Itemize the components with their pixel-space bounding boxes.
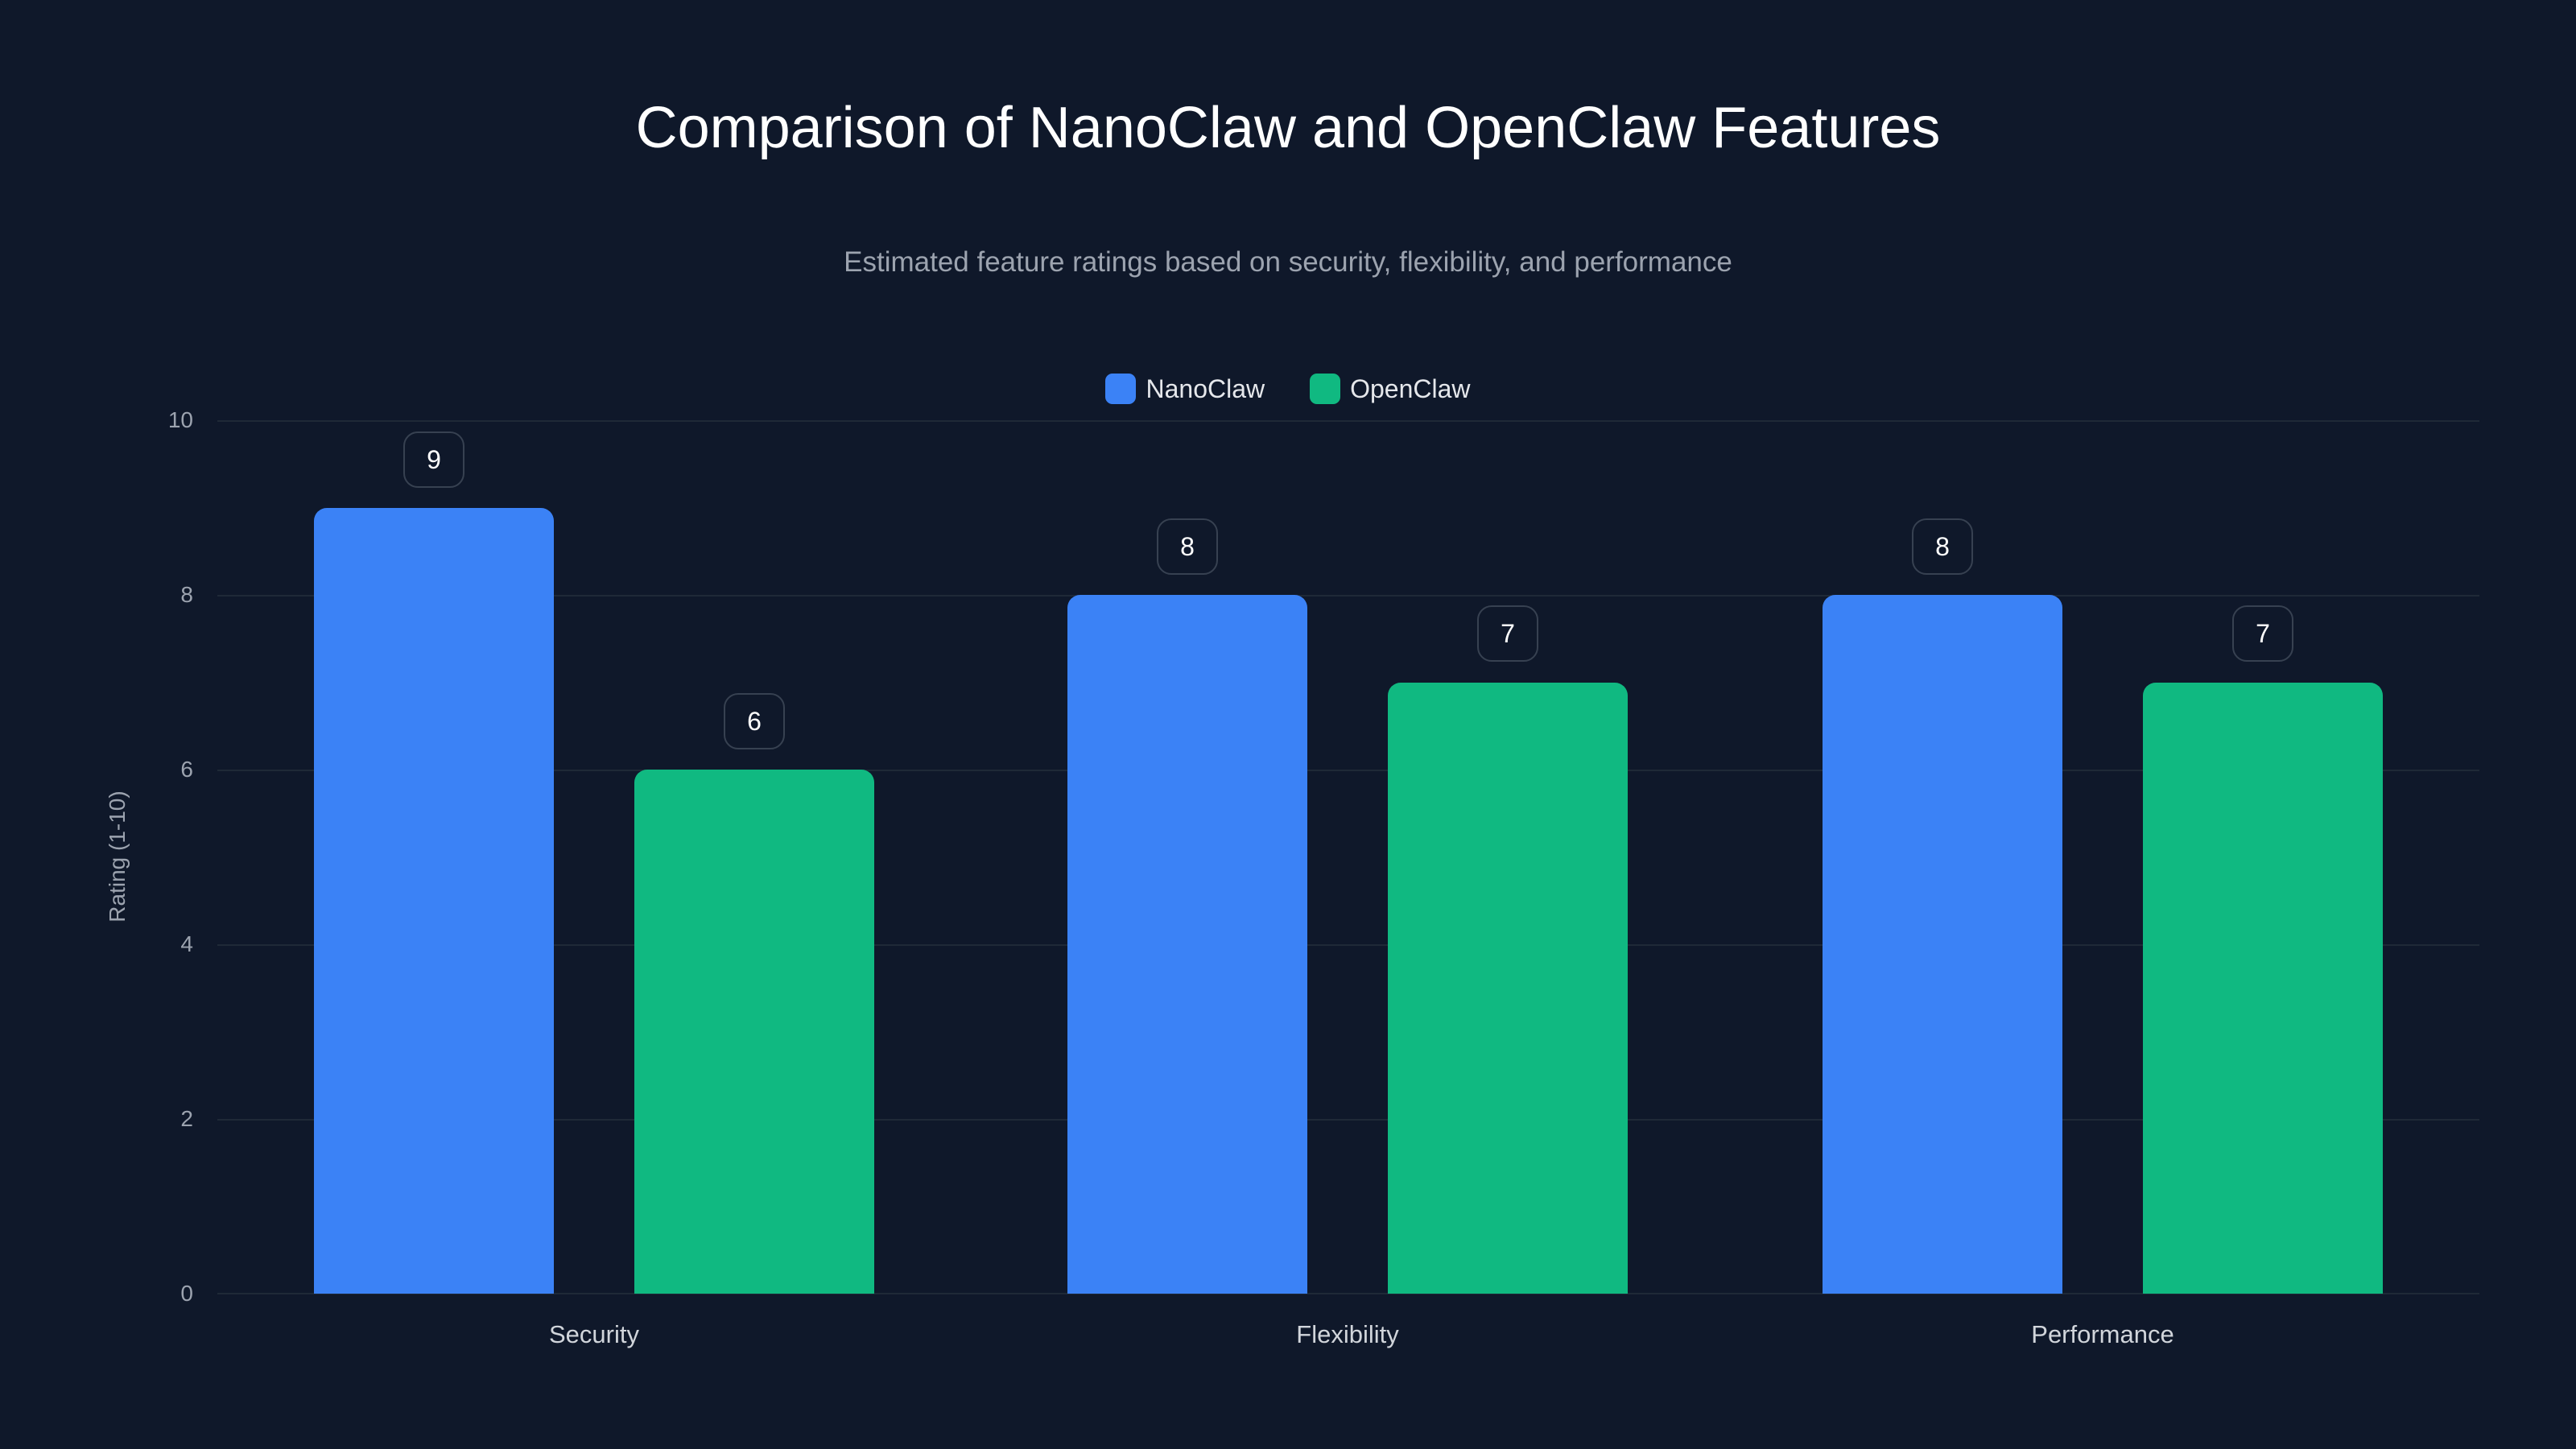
x-tick-flexibility: Flexibility [1296, 1320, 1399, 1348]
y-tick: 10 [167, 407, 193, 432]
y-tick: 6 [180, 757, 193, 782]
value-label-security-openclaw: 6 [724, 693, 785, 749]
value-label-flexibility-openclaw: 7 [1477, 605, 1538, 662]
chart-legend: NanoClaw OpenClaw [0, 374, 2576, 404]
legend-item-nanoclaw[interactable]: NanoClaw [1105, 374, 1265, 404]
bar-flexibility-nanoclaw[interactable] [1067, 595, 1307, 1294]
chart-title: Comparison of NanoClaw and OpenClaw Feat… [635, 96, 1941, 160]
x-axis-baseline [217, 1293, 2479, 1294]
legend-swatch-nanoclaw [1105, 374, 1137, 404]
y-tick: 2 [180, 1106, 193, 1131]
y-tick: 8 [180, 582, 193, 607]
plot-area: 9 6 8 7 8 7 [217, 420, 2479, 1294]
bar-security-nanoclaw[interactable] [314, 508, 554, 1294]
value-label-performance-nanoclaw: 8 [1912, 518, 1973, 575]
legend-item-openclaw[interactable]: OpenClaw [1310, 374, 1471, 404]
gridline [217, 1119, 2479, 1121]
value-label-performance-openclaw: 7 [2232, 605, 2293, 662]
y-axis-label: Rating (1-10) [105, 791, 130, 923]
y-tick: 0 [180, 1281, 193, 1306]
bar-performance-openclaw[interactable] [2143, 683, 2383, 1294]
gridline [217, 944, 2479, 946]
value-label-security-nanoclaw: 9 [403, 431, 464, 488]
legend-label-nanoclaw: NanoClaw [1146, 374, 1265, 403]
bar-performance-nanoclaw[interactable] [1823, 595, 2062, 1294]
bar-flexibility-openclaw[interactable] [1388, 683, 1628, 1294]
gridline [217, 420, 2479, 422]
legend-swatch-openclaw [1310, 374, 1341, 404]
x-tick-performance: Performance [2031, 1320, 2174, 1348]
chart-subtitle: Estimated feature ratings based on secur… [844, 246, 1732, 278]
y-tick: 4 [180, 931, 193, 956]
bar-security-openclaw[interactable] [634, 770, 874, 1294]
gridline [217, 595, 2479, 597]
value-label-flexibility-nanoclaw: 8 [1157, 518, 1218, 575]
legend-label-openclaw: OpenClaw [1350, 374, 1471, 403]
x-tick-security: Security [549, 1320, 639, 1348]
gridline [217, 770, 2479, 771]
